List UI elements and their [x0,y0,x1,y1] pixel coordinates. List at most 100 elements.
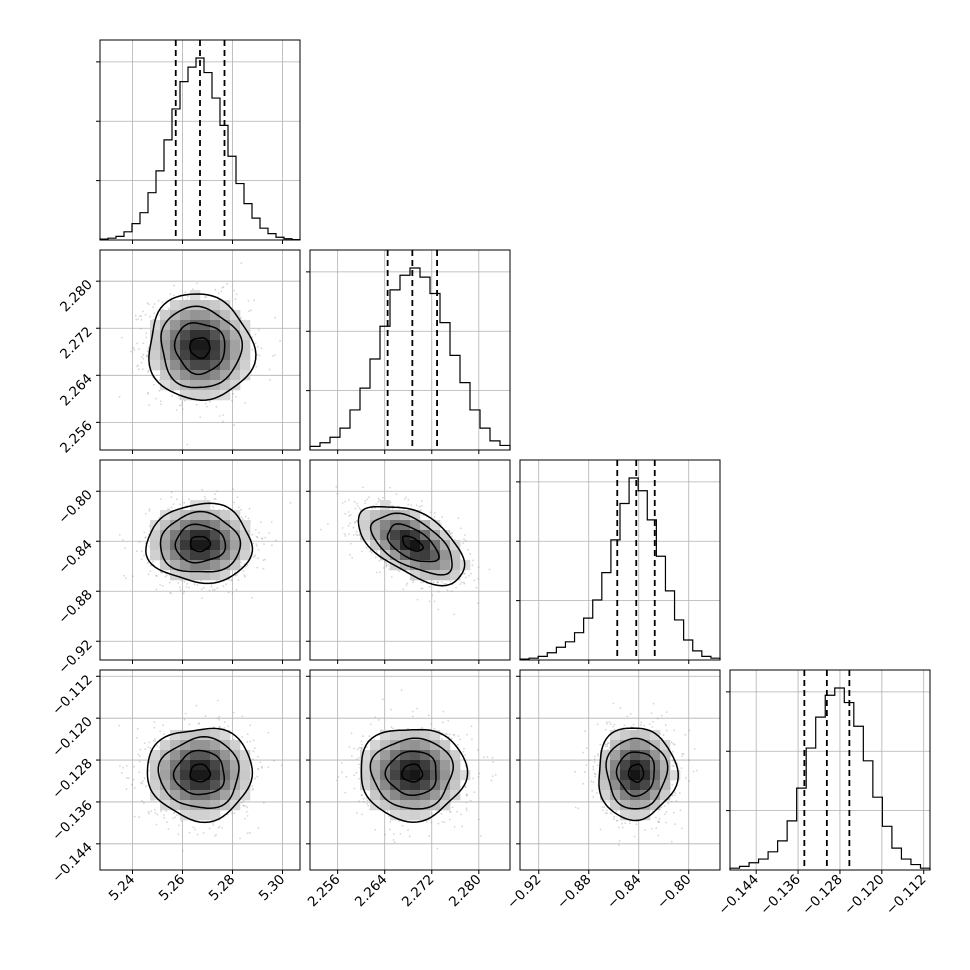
sample-point [231,578,233,581]
density-cell [240,350,251,361]
density-cell [440,550,451,561]
density-cell [200,500,211,511]
sample-point [460,527,462,530]
sample-point [172,812,175,815]
density-cell [160,540,171,551]
density-cell [230,510,241,521]
sample-point [451,532,453,534]
density-cell [180,360,191,371]
sample-point [391,507,394,510]
density-cell [170,520,181,531]
density-cell [450,560,461,571]
sample-point [252,542,255,545]
density-cell [200,570,211,581]
sample-point [142,368,144,370]
density-cell [230,520,241,531]
sample-point [420,587,423,590]
density-cell [190,290,201,301]
sample-point [168,508,171,511]
sample-point [269,378,271,381]
density-cell [220,550,231,561]
density-cell [210,340,221,351]
sample-point [227,591,230,594]
density-cell [220,320,231,331]
sample-point [225,583,228,586]
sample-point [172,817,175,820]
sample-point [421,587,424,590]
sample-point [144,536,147,539]
sample-point [440,581,443,583]
density-cell [200,390,211,401]
sample-point [222,585,225,588]
sample-point [148,404,151,407]
sample-point [364,502,366,504]
panel-content [100,460,300,660]
sample-point [246,806,249,809]
sample-point [171,395,174,397]
density-cell [170,380,181,391]
density-cell [210,550,221,561]
sample-point [467,548,469,551]
sample-point [161,308,164,311]
sample-point [184,712,187,715]
sample-point [264,558,266,561]
sample-point [473,579,476,582]
sample-point [236,496,239,498]
density-cell [200,510,211,521]
sample-point [252,556,255,558]
density-cell [230,340,241,351]
density-cell [180,310,191,321]
contour-level-3 [357,505,466,587]
sample-point [233,289,236,292]
density-cell [190,530,201,541]
sample-point [344,534,347,537]
sample-point [402,588,405,591]
sample-point [204,715,207,718]
sample-point [213,589,216,591]
sample-point [183,501,186,504]
density-cell [190,390,201,401]
scatter-panel-2-1 [306,459,511,664]
sample-point [352,534,355,536]
sample-point [253,556,256,558]
density-cell [370,540,381,551]
sample-point [192,288,194,290]
density-cell [180,330,191,341]
density-cell [190,520,201,531]
sample-point [135,318,138,321]
density-cell [170,350,181,361]
sample-point [244,515,247,518]
density-cell [190,510,201,521]
density-cell [430,550,441,561]
sample-point [216,717,219,719]
ytick-label: 2.280 [57,277,96,316]
sample-point [136,342,139,345]
density-cell [220,330,231,341]
sample-point [155,397,157,400]
sample-point [156,813,159,816]
density-cell [420,550,431,561]
density-cell [180,530,191,541]
sample-point [152,740,155,742]
sample-point [150,564,152,567]
sample-point [433,512,436,514]
sample-point [247,300,250,302]
sample-point [351,556,353,559]
sample-point [255,365,258,368]
density-cell [180,340,191,351]
density-cell [190,340,201,351]
sample-point [437,608,440,611]
panel-content [310,460,510,660]
sample-point [183,581,186,583]
density-cell [160,520,171,531]
sample-point [258,531,260,534]
hist-frame [309,249,511,451]
sample-point [183,718,186,721]
sample-point [222,286,225,288]
density-cell [220,510,231,521]
xtick-label: −0.112 [883,872,930,919]
sample-point [230,579,233,582]
density-cell [240,360,251,371]
sample-point [387,563,390,566]
contour-level-2 [369,512,453,576]
